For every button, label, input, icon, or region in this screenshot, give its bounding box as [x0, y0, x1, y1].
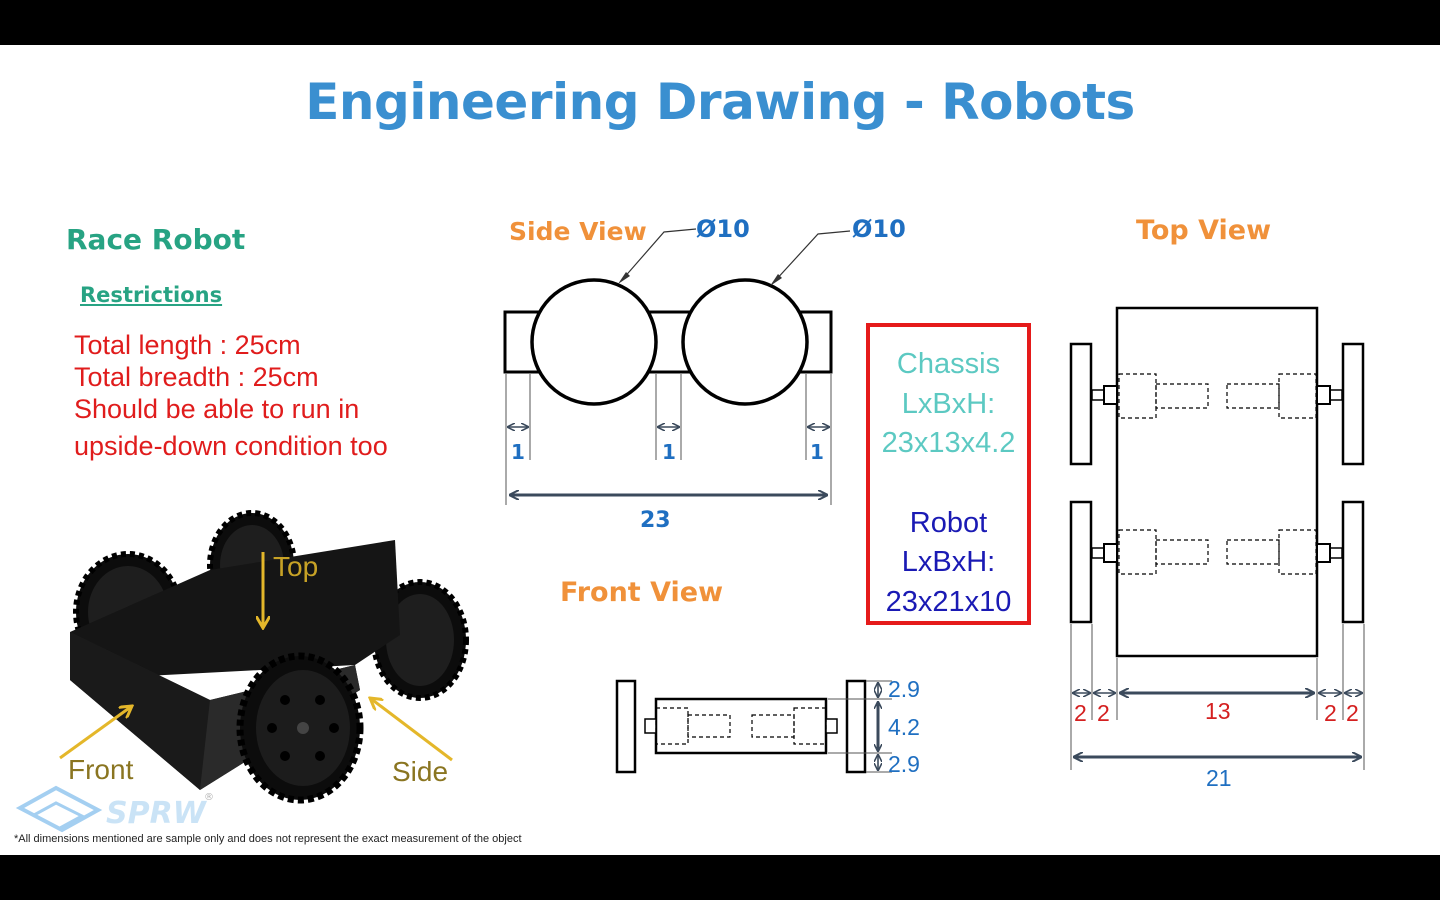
restriction-line: upside-down condition too — [74, 431, 388, 461]
top-view-dimensions: 2 2 13 2 2 21 — [1070, 624, 1365, 791]
front-view-dimensions: 2.9 4.2 2.9 — [828, 676, 920, 777]
restriction-line: Total breadth : 25cm — [74, 362, 319, 392]
page-title: Engineering Drawing - Robots — [305, 73, 1135, 131]
leader-line — [621, 228, 697, 281]
front-dim-label: 4.2 — [888, 714, 920, 740]
front-dim-label: 2.9 — [888, 751, 920, 777]
front-wheel-left — [615, 679, 637, 774]
gap-label: 1 — [810, 440, 824, 464]
photo-label-front: Front — [68, 754, 134, 785]
leader-line — [773, 230, 851, 283]
wheel-front — [236, 652, 364, 804]
top-view-label: Top View — [1136, 215, 1272, 246]
front-dim-label: 2.9 — [888, 676, 920, 702]
side-wheel-right — [681, 278, 809, 406]
robot-lbh-label: LxBxH: — [901, 546, 996, 578]
chassis-dimensions: 23x13x4.2 — [881, 427, 1016, 459]
top-small-dim: 2 — [1097, 700, 1110, 726]
diameter-label-right: Ø10 — [852, 215, 906, 243]
top-wheel — [1341, 500, 1365, 624]
front-chassis — [654, 697, 828, 755]
front-view-label: Front View — [560, 577, 724, 608]
front-arrow — [59, 706, 132, 760]
overall-length-label: 23 — [640, 508, 671, 533]
gap-label: 1 — [511, 440, 525, 464]
photo-label-top: Top — [273, 551, 318, 582]
top-wheel — [1069, 500, 1093, 624]
photo-label-side: Side — [392, 756, 448, 787]
footnote: *All dimensions mentioned are sample onl… — [14, 833, 522, 845]
top-chassis — [1115, 306, 1319, 658]
robot-photo: Top Front Side — [59, 510, 469, 804]
top-small-dim: 2 — [1346, 700, 1359, 726]
side-view-label: Side View — [509, 217, 647, 246]
side-view-dimensions: Ø10 Ø10 1 1 1 23 — [505, 215, 906, 533]
top-wheel — [1069, 342, 1093, 466]
sprw-logo: SPRW ® — [15, 785, 214, 833]
restriction-line: Should be able to run in — [74, 394, 360, 424]
front-view-drawing — [615, 679, 867, 774]
side-wheel-left — [530, 278, 658, 406]
section-heading: Race Robot — [66, 223, 246, 256]
side-view-drawing — [503, 278, 833, 406]
restrictions-heading: Restrictions — [80, 283, 223, 307]
restriction-line: Total length : 25cm — [74, 330, 301, 360]
gap-label: 1 — [662, 440, 676, 464]
registered-mark: ® — [204, 792, 214, 803]
dimension-summary-box: Chassis LxBxH: 23x13x4.2 Robot LxBxH: 23… — [866, 323, 1031, 625]
front-wheel-right — [845, 679, 867, 774]
overall-width-label: 21 — [1206, 765, 1232, 791]
chassis-lbh-label: LxBxH: — [901, 387, 996, 420]
robot-title: Robot — [909, 506, 988, 539]
diameter-label-left: Ø10 — [696, 215, 750, 243]
side-arrow — [370, 698, 453, 762]
top-inner-dim: 13 — [1205, 698, 1231, 724]
logo-text: SPRW — [106, 796, 208, 831]
top-wheel — [1341, 342, 1365, 466]
top-small-dim: 2 — [1324, 700, 1337, 726]
top-small-dim: 2 — [1074, 700, 1087, 726]
top-view-drawing — [1069, 306, 1365, 658]
chassis-title: Chassis — [896, 348, 1001, 380]
robot-dimensions: 23x21x10 — [885, 585, 1012, 618]
